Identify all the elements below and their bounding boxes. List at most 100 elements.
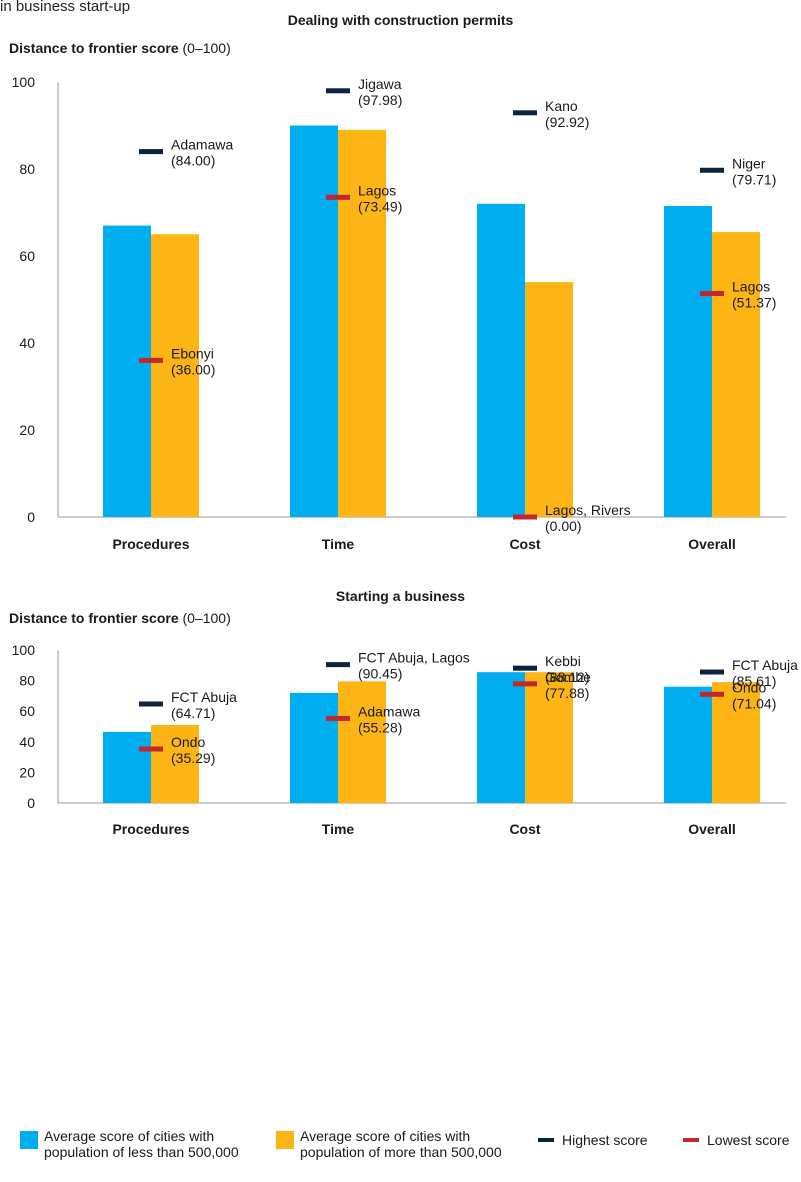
highest-score-value-label: (97.98) — [358, 92, 402, 108]
lowest-score-city-label: Ebonyi — [171, 345, 214, 361]
chart-1-ylabel-range: (0–100) — [178, 40, 231, 56]
x-category-label: Procedures — [112, 536, 189, 552]
bar-large-cities — [338, 129, 386, 517]
lowest-score-city-label: Lagos — [358, 182, 396, 198]
header-fragment: in business start-up — [0, 0, 131, 15]
lowest-score-marker — [700, 691, 724, 697]
highest-score-value-label: (79.71) — [732, 171, 776, 187]
lowest-score-value-label: (0.00) — [545, 518, 582, 534]
lowest-score-marker — [513, 514, 537, 520]
y-tick-label: 60 — [19, 703, 35, 719]
lowest-score-marker — [326, 194, 350, 200]
highest-score-value-label: (64.71) — [171, 705, 215, 721]
bar-small-cities — [477, 203, 525, 518]
legend: Average score of cities with population … — [0, 1128, 801, 1182]
lowest-score-value-label: (71.04) — [732, 695, 776, 711]
legend-label-small-line1: Average score of cities with — [44, 1128, 215, 1144]
lowest-score-value-label: (73.49) — [358, 198, 402, 214]
lowest-score-marker — [139, 746, 163, 752]
legend-label-highest: Highest score — [562, 1132, 648, 1148]
bar-large-cities — [525, 282, 573, 517]
legend-label-large-line1: Average score of cities with — [300, 1128, 471, 1144]
legend-swatch-small — [20, 1131, 38, 1149]
y-tick-label: 80 — [19, 161, 35, 177]
legend-dash-lowest — [683, 1138, 699, 1142]
y-tick-label: 100 — [12, 74, 36, 90]
highest-score-marker — [139, 149, 163, 155]
lowest-score-city-label: Lagos — [732, 279, 770, 295]
highest-score-marker — [139, 701, 163, 707]
highest-score-city-label: FCT Abuja, Lagos — [358, 650, 470, 666]
bar-small-cities — [103, 225, 151, 518]
lowest-score-value-label: (36.00) — [171, 361, 215, 377]
bar-small-cities — [664, 205, 712, 517]
highest-score-value-label: (85.61) — [732, 673, 776, 689]
lowest-score-city-label: Ondo — [732, 679, 766, 695]
y-tick-label: 0 — [27, 795, 35, 811]
bar-small-cities — [664, 686, 712, 803]
lowest-score-city-label: Adamawa — [358, 703, 420, 719]
highest-score-marker — [326, 88, 350, 94]
highest-score-marker — [700, 167, 724, 173]
x-category-label: Overall — [688, 821, 735, 837]
highest-score-city-label: FCT Abuja — [732, 657, 798, 673]
bar-large-cities — [151, 724, 199, 803]
y-tick-label: 20 — [19, 422, 35, 438]
chart-1-plot: 0 20 40 60 80 100 Procedures Adamawa(84.00) Ebon… — [12, 74, 786, 552]
lowest-score-marker — [139, 357, 163, 363]
chart-2-ylabel-bold: Distance to frontier score — [9, 610, 179, 626]
y-tick-label: 40 — [19, 335, 35, 351]
chart-1-title: Dealing with construction permits — [287, 12, 514, 28]
legend-swatch-large — [276, 1131, 294, 1149]
lowest-score-marker — [513, 681, 537, 687]
chart-1-ylabel: Distance to frontier score (0–100) — [9, 40, 231, 56]
bar-large-cities — [712, 232, 760, 517]
x-category-label: Procedures — [112, 821, 189, 837]
highest-score-value-label: (88.12) — [545, 669, 589, 685]
legend-label-small-line2: population of less than 500,000 — [44, 1144, 239, 1160]
highest-score-marker — [700, 669, 724, 675]
y-tick-label: 100 — [12, 642, 36, 658]
highest-score-marker — [513, 665, 537, 671]
highest-score-marker — [326, 662, 350, 668]
x-category-label: Cost — [509, 536, 540, 552]
highest-score-city-label: Kano — [545, 98, 578, 114]
highest-score-city-label: Adamawa — [171, 137, 233, 153]
y-tick-label: 20 — [19, 764, 35, 780]
highest-score-city-label: Niger — [732, 155, 766, 171]
highest-score-city-label: Jigawa — [358, 76, 402, 92]
y-tick-label: 60 — [19, 248, 35, 264]
lowest-score-city-label: Lagos, Rivers — [545, 502, 631, 518]
bar-large-cities — [712, 682, 760, 803]
y-tick-label: 0 — [27, 509, 35, 525]
highest-score-marker — [513, 110, 537, 116]
chart-1-ylabel-bold: Distance to frontier score — [9, 40, 179, 56]
x-category-label: Cost — [509, 821, 540, 837]
lowest-score-value-label: (51.37) — [732, 295, 776, 311]
y-tick-label: 80 — [19, 673, 35, 689]
highest-score-value-label: (84.00) — [171, 153, 215, 169]
bar-small-cities — [290, 125, 338, 517]
y-tick-label: 40 — [19, 734, 35, 750]
x-category-label: Time — [322, 536, 355, 552]
highest-score-value-label: (92.92) — [545, 114, 589, 130]
lowest-score-value-label: (77.88) — [545, 685, 589, 701]
bar-small-cities — [290, 692, 338, 803]
lowest-score-city-label: Gombe — [545, 669, 591, 685]
lowest-score-city-label: Ondo — [171, 734, 205, 750]
highest-score-city-label: FCT Abuja — [171, 689, 237, 705]
bar-large-cities — [525, 672, 573, 803]
legend-label-large-line2: population of more than 500,000 — [300, 1144, 502, 1160]
bar-large-cities — [338, 681, 386, 803]
x-category-label: Overall — [688, 536, 735, 552]
highest-score-city-label: Kebbi — [545, 653, 581, 669]
legend-dash-highest — [538, 1138, 554, 1142]
lowest-score-value-label: (35.29) — [171, 750, 215, 766]
chart-2-ylabel: Distance to frontier score (0–100) — [9, 610, 231, 626]
bar-small-cities — [477, 672, 525, 803]
highest-score-value-label: (90.45) — [358, 666, 402, 682]
chart-2-title: Starting a business — [335, 588, 466, 604]
chart-2-ylabel-range: (0–100) — [178, 610, 231, 626]
x-category-label: Time — [322, 821, 355, 837]
